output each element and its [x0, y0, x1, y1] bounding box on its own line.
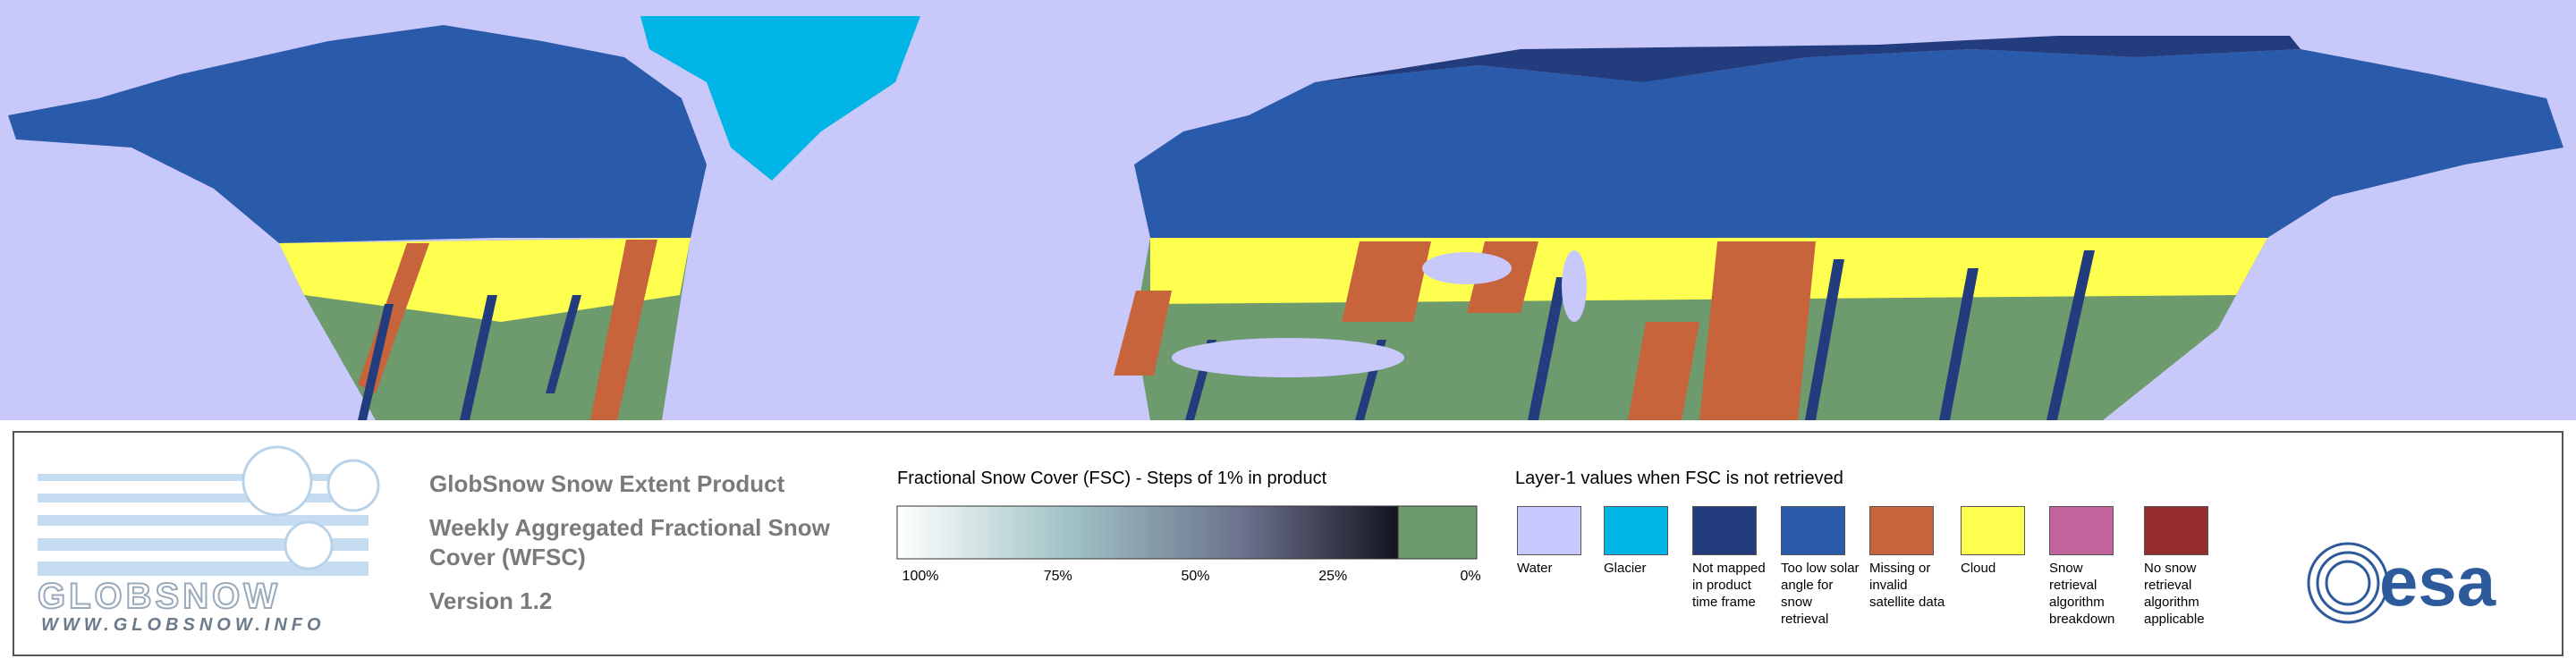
class-swatch — [2049, 506, 2114, 555]
fsc-colorbar — [896, 505, 1399, 560]
logo-url: WWW.GLOBSNOW.INFO — [41, 615, 326, 635]
esa-wordmark: esa — [2379, 542, 2496, 621]
class-label: Snow retrieval algorithm breakdown — [2049, 561, 2115, 627]
product-version: Version 1.2 — [429, 587, 553, 614]
fsc-tick-label: 100% — [902, 569, 939, 584]
class-swatch — [1692, 506, 1757, 555]
class-label: No snow retrieval algorithm applicable — [2144, 561, 2205, 627]
fsc-tick-label: 50% — [1181, 569, 1210, 584]
class-swatch — [1961, 506, 2025, 555]
class-label: Glacier — [1604, 561, 1647, 576]
class-label: Too low solar angle for snow retrieval — [1781, 561, 1860, 627]
class-swatch — [1781, 506, 1845, 555]
layer1-title: Layer-1 values when FSC is not retrieved — [1515, 469, 1843, 488]
product-subtitle: Weekly Aggregated Fractional Snow Cover … — [429, 514, 830, 570]
fsc-title: Fractional Snow Cover (FSC) - Steps of 1… — [897, 469, 1327, 488]
class-swatch — [2144, 506, 2208, 555]
fsc-tick-label: 0% — [1460, 569, 1481, 584]
class-label: Missing or invalid satellite data — [1869, 561, 1945, 610]
class-swatch — [1604, 506, 1668, 555]
class-label: Not mapped in product time frame — [1692, 561, 1766, 610]
product-title: GlobSnow Snow Extent Product — [429, 470, 785, 497]
class-label: Water — [1517, 561, 1553, 576]
fsc-zero-swatch — [1397, 505, 1478, 560]
north-america — [8, 25, 707, 420]
class-swatch — [1869, 506, 1934, 555]
class-swatch — [1517, 506, 1581, 555]
fsc-tick-label: 75% — [1043, 569, 1072, 584]
greenland — [640, 16, 920, 181]
eurasia — [1114, 36, 2563, 420]
class-label: Cloud — [1961, 561, 1996, 576]
fsc-tick-label: 25% — [1318, 569, 1348, 584]
esa-logo — [2307, 542, 2389, 624]
logo-text: GLOBSNOW — [37, 576, 281, 617]
logo-snowflakes — [242, 445, 380, 570]
